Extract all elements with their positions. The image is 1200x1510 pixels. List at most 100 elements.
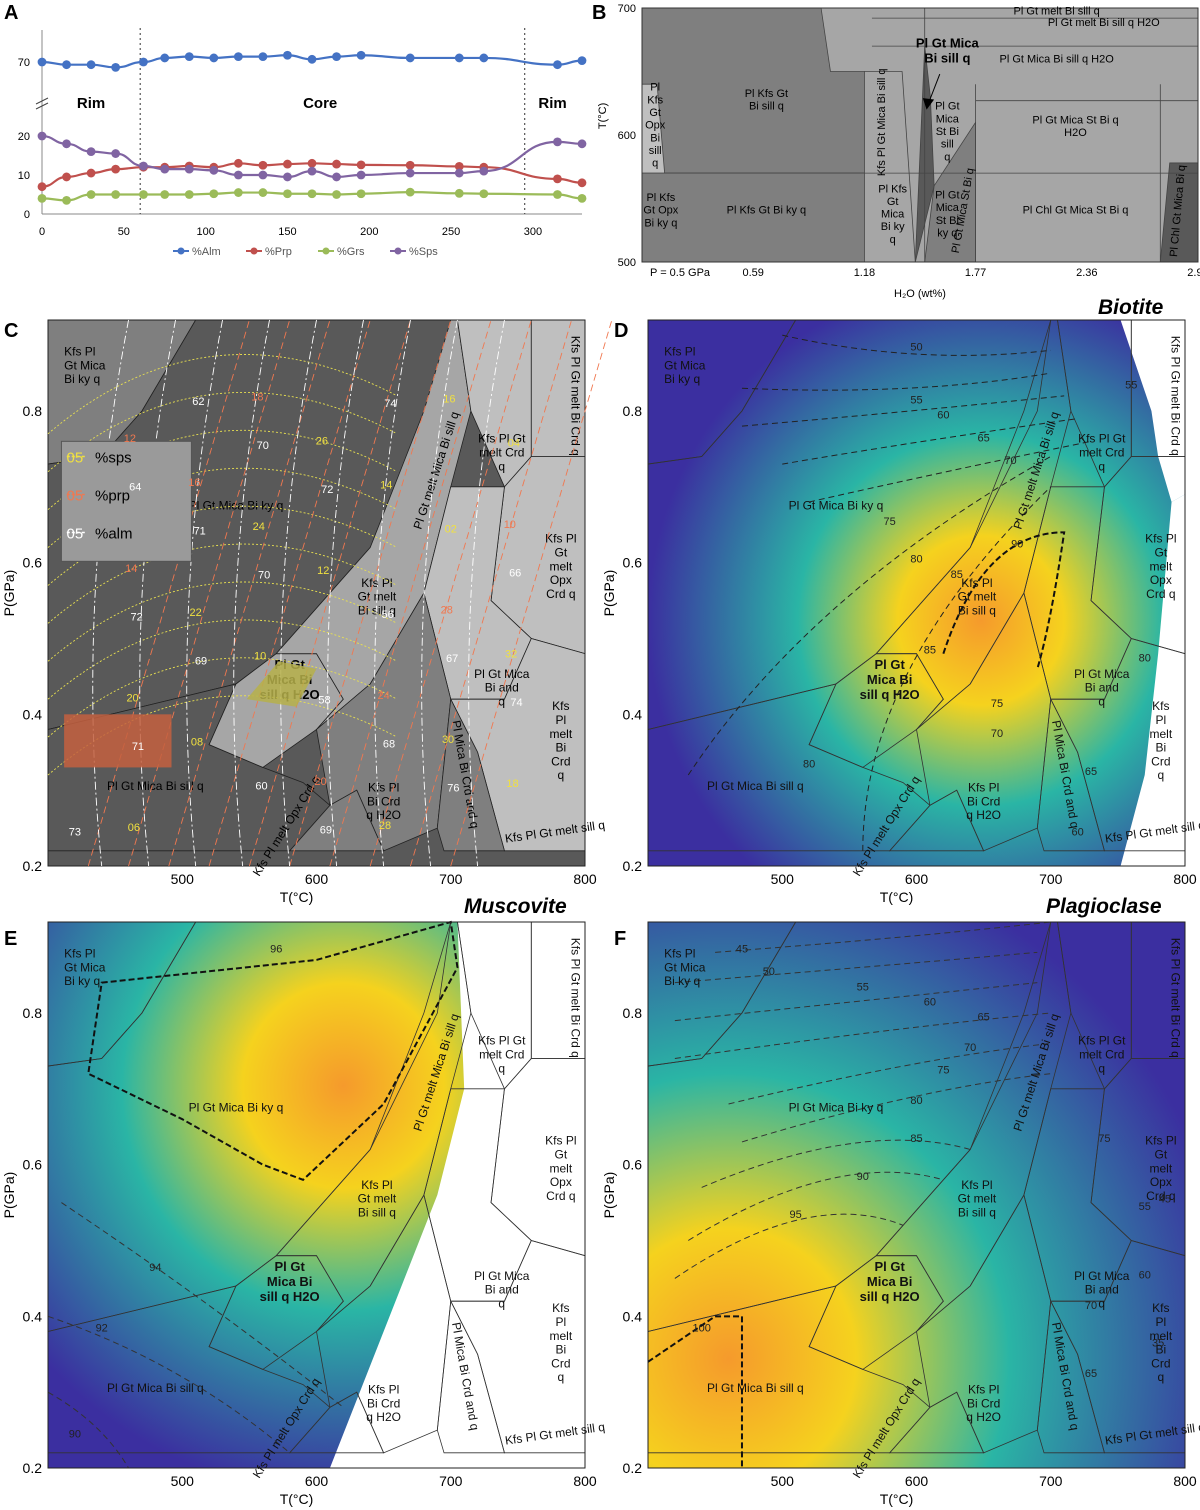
panel-a-data-point xyxy=(86,168,96,178)
panel-a-y-tick: 0 xyxy=(24,209,30,221)
panel-b-x-tick: 2.95 xyxy=(1187,267,1200,279)
panel-letter-a: A xyxy=(4,2,19,24)
panel-a-data-point xyxy=(139,57,148,67)
pt-y-tick: 0.2 xyxy=(23,858,43,874)
pt-isopleth-label: 12 xyxy=(124,433,136,445)
panel-c-legend: 05 %sps 05 %prp 05 %alm xyxy=(60,440,192,562)
pt-contour-label: 96 xyxy=(270,943,282,955)
panel-b-y-tick: 500 xyxy=(618,257,636,269)
pt-isopleth-label: 10 xyxy=(504,519,516,531)
pt-contour xyxy=(741,372,1051,391)
panel-b-field-label: Pl Gt Mica St Bi sill q xyxy=(935,101,960,164)
pt-isopleth-label: 62 xyxy=(192,396,204,408)
pt-alm-isopleth xyxy=(233,319,270,867)
panel-a-data-point xyxy=(233,52,243,61)
pt-y-tick: 0.6 xyxy=(23,555,43,571)
pt-x-tick: 700 xyxy=(439,1473,463,1489)
pt-x-label: T(°C) xyxy=(280,889,314,905)
panel-b-x-tick: 2.36 xyxy=(1076,267,1097,279)
pt-prp-isopleth xyxy=(248,319,411,867)
panel-a-data-point xyxy=(332,52,341,61)
panel-a-data-point xyxy=(479,189,489,199)
panel-a-data-point xyxy=(356,160,366,170)
pt-sps-isopleth xyxy=(47,657,398,738)
pt-field-label: Pl Gt Mica Bi ky q xyxy=(789,1101,884,1115)
pt-contour-label: 55 xyxy=(857,981,869,993)
pt-isopleth-label: 72 xyxy=(130,611,142,623)
pt-y-tick: 0.4 xyxy=(623,1308,643,1324)
panel-a-data-point xyxy=(454,188,464,198)
pt-contour-label: 80 xyxy=(803,758,815,770)
panel-a-data-point xyxy=(454,162,464,171)
pt-frame xyxy=(47,921,586,1469)
panel-a-x-tick: 200 xyxy=(360,226,378,238)
panel-a-data-point xyxy=(86,190,96,199)
panel-a-legend-marker xyxy=(177,247,185,255)
panel-a-region-label: Rim xyxy=(538,95,566,112)
pt-y-tick: 0.6 xyxy=(23,1157,43,1173)
panel-d-biotite: 500 600 700 800 0.2 0.4 0.6 0.8 T(°C) P(GPa) Kfs P… xyxy=(600,318,1200,908)
pt-sps-isopleth xyxy=(47,581,398,662)
panel-a-data-point xyxy=(160,53,170,63)
pt-field-label: Pl Gt Mica Bi ky q xyxy=(189,1101,284,1115)
pt-isopleth-label: 26 xyxy=(316,435,328,447)
pt-field-boundary xyxy=(288,1391,385,1454)
pt-contour xyxy=(688,1171,944,1241)
pt-field-label: Kfs Pl Gt melt Crd q xyxy=(478,1034,526,1076)
panel-b-field-label: Pl Gt Mica Bi sill q xyxy=(916,36,980,66)
panel-a-x-tick: 50 xyxy=(118,226,130,238)
panel-a-data-point xyxy=(307,54,317,64)
panel-a-data-point xyxy=(62,172,71,182)
heatmap-unstable-region xyxy=(1120,494,1185,866)
panel-b-field-label: Pl Kfs Gt Opx Bi sill q xyxy=(645,82,666,170)
pt-alm-isopleth xyxy=(280,319,317,867)
pt-isopleth-label: 32 xyxy=(505,648,517,660)
pt-isopleth-label: 06 xyxy=(128,822,140,834)
pt-field-label: Kfs Pl Gt melt Opx Crd q xyxy=(545,1134,576,1203)
pt-contour xyxy=(942,531,1066,670)
pt-x-tick: 600 xyxy=(305,871,329,887)
pt-prp-isopleth xyxy=(87,319,250,867)
pt-contour-label: 80 xyxy=(1139,652,1151,664)
panel-a-data-point xyxy=(283,159,292,169)
pt-field-boundary xyxy=(888,1391,985,1454)
pt-sps-isopleth xyxy=(47,695,398,776)
panel-a-data-point xyxy=(258,52,268,61)
panel-a-data-point xyxy=(86,147,96,157)
pt-isopleth-label: 10 xyxy=(254,651,266,663)
pt-prp-isopleth xyxy=(450,319,613,867)
panel-a-data-point xyxy=(62,195,71,205)
pt-x-tick: 500 xyxy=(171,871,195,887)
pt-y-label: P(GPa) xyxy=(601,570,617,617)
pt-prp-isopleth xyxy=(128,319,291,867)
panel-b-frame xyxy=(641,7,1199,263)
pt-highlight-region xyxy=(246,661,317,707)
panel-letter-f: F xyxy=(614,928,627,950)
pt-x-tick: 600 xyxy=(905,1473,929,1489)
pt-contour-label: 60 xyxy=(1071,827,1083,839)
panel-b-arrow-head xyxy=(922,98,935,110)
pt-contour-label: 100 xyxy=(693,1323,711,1335)
pt-contour xyxy=(47,1391,129,1469)
pt-contour xyxy=(61,1202,344,1408)
panel-c-legend-box xyxy=(60,440,192,562)
panel-a-data-point xyxy=(283,189,292,199)
pt-contour xyxy=(47,1315,290,1454)
panel-b-field-label: Pl Chl Gt Mica St Bi q xyxy=(1023,205,1129,217)
pt-contour-label: 75 xyxy=(1098,1133,1110,1145)
panel-a-data-point xyxy=(332,172,341,182)
panel-c-legend-label: %alm xyxy=(95,526,133,543)
pt-contour-label: 70 xyxy=(964,1042,976,1054)
panel-a-data-point xyxy=(209,189,219,199)
pt-isopleth-label: 73 xyxy=(69,827,81,839)
panel-letter-b: B xyxy=(592,2,607,24)
panel-a-data-point xyxy=(405,168,415,178)
panel-b-x-label: H₂O (wt%) xyxy=(894,288,946,300)
pt-contour xyxy=(782,418,1078,465)
panel-a-region-label: Core xyxy=(303,95,337,112)
panel-c-legend-sample: 05 xyxy=(67,526,84,543)
pt-field-label: Pl Gt Mica Bi and q xyxy=(1074,667,1130,709)
panel-a-y-tick: 10 xyxy=(18,170,30,182)
pt-y-tick: 0.6 xyxy=(623,555,643,571)
panel-a-data-point xyxy=(283,50,292,60)
